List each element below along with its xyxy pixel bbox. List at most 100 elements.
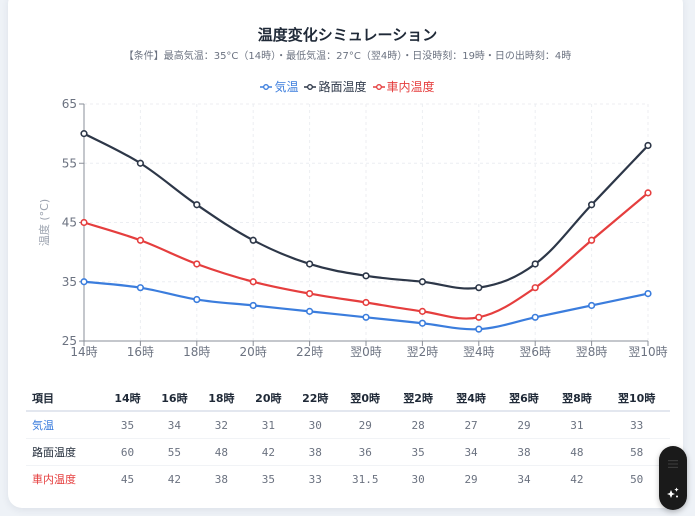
- table-cell: 29: [338, 411, 392, 439]
- table-header-row: 項目 14時 16時 18時 20時 22時 翌0時 翌2時 翌4時 翌6時 翌8時 翌10時: [26, 386, 670, 412]
- sparkle-icon[interactable]: [666, 486, 680, 500]
- data-point: [136, 236, 144, 244]
- series-line-2: [83, 192, 649, 320]
- table-header-cell: 翌10時: [603, 386, 670, 412]
- table-cell: 35: [104, 411, 151, 439]
- data-point: [362, 272, 370, 280]
- data-point: [587, 236, 596, 244]
- table-header-cell: 翌6時: [497, 386, 551, 412]
- table-cell: 38: [291, 438, 339, 466]
- x-tick-label: 翌8時: [576, 345, 608, 359]
- table-cell: 31.5: [351, 472, 379, 486]
- table-header-cell: 16時: [150, 386, 198, 412]
- y-tick-label: 25: [62, 334, 77, 348]
- chart-legend: 気温 路面温度 車内温度: [0, 78, 695, 95]
- data-point: [587, 201, 596, 209]
- data-point: [587, 301, 596, 310]
- legend-item[interactable]: 車内温度: [372, 78, 435, 95]
- x-tick-label: 16時: [127, 345, 154, 359]
- data-point: [249, 236, 257, 244]
- table-cell: 42: [570, 472, 584, 486]
- table-cell: 50: [630, 472, 644, 486]
- table-cell: 42: [244, 438, 292, 466]
- legend-item[interactable]: 路面温度: [304, 78, 367, 95]
- table-cell: 34: [444, 438, 498, 466]
- data-point: [475, 325, 483, 333]
- data-point: [418, 278, 427, 286]
- table-cell: 33: [603, 411, 670, 439]
- data-point: [136, 159, 144, 167]
- table-cell: 27: [444, 411, 498, 439]
- y-tick-label: 35: [62, 275, 77, 289]
- data-point: [136, 284, 144, 292]
- chart-subtitle: 【条件】最高気温：35°C（14時）・最低気温：27°C（翌4時）・日没時刻：1…: [123, 51, 572, 62]
- table-cell: 35: [391, 438, 445, 466]
- y-tick-label: 45: [62, 216, 77, 230]
- floating-action-button[interactable]: [659, 446, 687, 510]
- table-row: 路面温度 60 55 48 42 38 36 35 34 38 48 58: [26, 438, 670, 466]
- data-point: [249, 278, 257, 286]
- table-cell: 38: [214, 472, 228, 486]
- table-cell: 30: [411, 472, 425, 486]
- x-tick-label: 20時: [240, 345, 267, 359]
- table-cell: 58: [603, 438, 670, 466]
- table-cell: 34: [517, 472, 531, 486]
- table-cell: 55: [150, 438, 198, 466]
- table-row-label: 路面温度: [26, 438, 104, 466]
- table-header-cell: 14時: [104, 386, 151, 412]
- legend-label: 気温: [274, 80, 299, 94]
- data-point: [531, 284, 539, 292]
- data-point: [80, 218, 88, 227]
- x-tick-label: 翌10時: [628, 345, 667, 359]
- y-tick-label: 55: [62, 156, 77, 170]
- data-point: [362, 313, 370, 321]
- data-point: [531, 313, 539, 321]
- table-cell: 48: [197, 438, 245, 466]
- data-point: [306, 307, 314, 315]
- data-point: [531, 260, 539, 268]
- data-point: [644, 189, 652, 197]
- data-point: [362, 298, 370, 307]
- data-point: [249, 301, 257, 310]
- x-tick-label: 14時: [70, 345, 97, 359]
- data-point: [193, 295, 201, 304]
- legend-label: 車内温度: [386, 80, 435, 94]
- table-row-label: 車内温度: [32, 473, 76, 486]
- table-cell: 28: [391, 411, 445, 439]
- table-cell: 35: [261, 472, 275, 486]
- data-table: 項目 14時 16時 18時 20時 22時 翌0時 翌2時 翌4時 翌6時 翌8時 翌10時 気温 3…: [26, 386, 670, 492]
- x-tick-label: 22時: [296, 345, 323, 359]
- table-cell: 31: [550, 411, 604, 439]
- data-point: [475, 284, 483, 292]
- table-cell: 36: [338, 438, 392, 466]
- data-point: [306, 290, 314, 298]
- data-point: [644, 141, 652, 150]
- data-point: [475, 313, 483, 321]
- x-tick-label: 18時: [183, 345, 210, 359]
- data-point: [418, 319, 427, 327]
- table-cell: 29: [497, 411, 551, 439]
- table-header-cell: 翌8時: [550, 386, 604, 412]
- table-row: 車内温度 45 42 38 35 33 31.5 30 29 34 42 50: [26, 466, 670, 493]
- x-tick-label: 翌4時: [463, 345, 495, 359]
- table-header-cell: 項目: [26, 386, 104, 412]
- table-header-cell: 18時: [197, 386, 245, 412]
- table-cell: 30: [291, 411, 339, 439]
- data-point: [418, 307, 427, 315]
- y-tick-label: 65: [62, 97, 77, 111]
- data-point: [306, 260, 314, 268]
- legend-item[interactable]: 気温: [260, 78, 298, 95]
- table-cell: 48: [550, 438, 604, 466]
- table-cell: 45: [120, 472, 135, 486]
- legend-marker-icon: [304, 83, 317, 90]
- table-header-cell: 翌4時: [444, 386, 498, 412]
- list-icon[interactable]: [667, 458, 679, 470]
- y-axis-label: 温度 (°C): [37, 199, 51, 246]
- data-point: [193, 260, 201, 268]
- table-cell: 60: [104, 438, 151, 466]
- table-header-cell: 20時: [244, 386, 292, 412]
- table-row: 気温 35 34 32 31 30 29 28 27 29 31 33: [26, 411, 670, 439]
- table-cell: 31: [244, 411, 292, 439]
- table-cell: 42: [167, 472, 182, 486]
- legend-marker-icon: [260, 83, 273, 90]
